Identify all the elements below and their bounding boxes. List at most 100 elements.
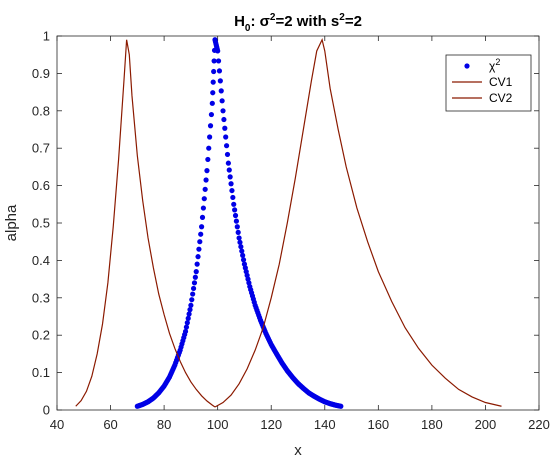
data-point: [182, 328, 189, 335]
data-point-fill: [230, 194, 236, 201]
legend-label: χ2: [489, 57, 500, 73]
data-point: [188, 302, 194, 308]
data-point-fill: [217, 78, 223, 84]
data-point-fill: [228, 181, 234, 187]
y-tick-label: 1: [43, 29, 50, 44]
data-point-fill: [207, 123, 214, 129]
data-point-fill: [222, 125, 228, 131]
x-axis-label: x: [294, 442, 302, 459]
data-point: [236, 235, 242, 241]
data-point-fill: [205, 156, 211, 163]
x-tick-label: 220: [528, 417, 550, 432]
y-tick-label: 0.9: [32, 66, 50, 81]
data-point-fill: [196, 246, 202, 252]
data-point-fill: [185, 315, 191, 321]
data-point: [225, 160, 231, 166]
data-point-fill: [190, 285, 197, 292]
y-tick-label: 0.4: [32, 253, 50, 268]
data-point-fill: [235, 229, 241, 235]
data-point: [199, 224, 205, 230]
data-point-fill: [206, 145, 212, 151]
data-point-fill: [234, 224, 240, 230]
data-point-fill: [215, 58, 222, 64]
data-point-fill: [240, 257, 247, 263]
legend: χ2 CV1 CV2: [445, 54, 532, 112]
legend-label: CV2: [489, 91, 513, 105]
y-tick-label: 0.2: [32, 328, 50, 343]
data-point-fill: [211, 68, 217, 75]
data-point-fill: [201, 196, 207, 202]
data-point-fill: [238, 244, 244, 250]
data-point-fill: [190, 291, 196, 297]
data-point-fill: [202, 186, 208, 192]
data-point-fill: [194, 261, 200, 267]
data-point-fill: [203, 177, 209, 183]
data-point: [193, 269, 199, 275]
series-line-cv1: [75, 39, 216, 408]
series-line-cv2: [214, 37, 502, 408]
legend-box: [445, 54, 532, 112]
data-point-fill: [195, 254, 201, 260]
data-point-fill: [199, 214, 206, 220]
x-tick-label: 180: [421, 417, 443, 432]
data-point: [231, 201, 237, 207]
data-point: [204, 168, 210, 174]
x-tick-label: 80: [157, 417, 171, 432]
data-point-fill: [187, 307, 193, 313]
data-point-fill: [240, 252, 246, 259]
data-point-fill: [226, 167, 232, 173]
data-point-fill: [208, 111, 215, 118]
x-tick-label: 60: [103, 417, 117, 432]
y-tick-label: 0.1: [32, 365, 50, 380]
data-point-fill: [223, 143, 230, 149]
legend-label: CV1: [489, 75, 513, 89]
y-tick-label: 0.7: [32, 141, 50, 156]
data-point-fill: [210, 79, 216, 85]
series-cv2: [214, 37, 502, 408]
data-point-fill: [227, 174, 233, 180]
data-point-fill: [191, 280, 198, 286]
y-tick-label: 0.5: [32, 216, 50, 231]
data-point-fill: [232, 207, 238, 213]
data-point-fill: [192, 274, 198, 280]
data-point-fill: [229, 187, 235, 194]
data-point-fill: [189, 297, 195, 303]
legend-entry-chi2: χ2: [464, 57, 500, 73]
data-point-fill: [237, 239, 243, 245]
chart-title: H0: σ2=2 with s2=2: [234, 12, 362, 34]
series-layer: [75, 37, 502, 409]
legend-entry-cv2: CV2: [452, 91, 513, 105]
data-point-fill: [200, 205, 206, 211]
data-point: [209, 100, 215, 106]
data-point-fill: [221, 116, 227, 123]
data-point-fill: [218, 88, 224, 94]
data-point-fill: [207, 134, 213, 140]
data-point-fill: [197, 239, 203, 245]
x-tick-label: 160: [367, 417, 389, 432]
data-point-fill: [198, 231, 204, 237]
x-tick-label: 200: [475, 417, 497, 432]
y-tick-label: 0.8: [32, 103, 50, 118]
x-tick-label: 100: [207, 417, 229, 432]
y-tick-label: 0.6: [32, 178, 50, 193]
data-point-fill: [239, 248, 245, 254]
x-tick-label: 140: [314, 417, 336, 432]
data-point-fill: [219, 98, 225, 104]
tick-labels: 40 60 80 100 120 140 160 180 200 220 0 0.1 0.2 0.3 0.4…: [32, 29, 550, 433]
data-point: [215, 48, 221, 54]
x-tick-label: 120: [260, 417, 282, 432]
data-point-fill: [183, 324, 190, 330]
data-point-fill: [210, 90, 216, 96]
legend-marker: [464, 63, 470, 69]
data-point-fill: [184, 320, 190, 326]
series-cv1: [75, 39, 216, 408]
y-tick-label: 0: [43, 403, 50, 418]
data-point-fill: [211, 58, 217, 64]
data-point-fill: [186, 311, 192, 317]
data-point: [338, 403, 344, 409]
legend-entry-cv1: CV1: [452, 75, 513, 89]
y-tick-label: 0.3: [32, 290, 50, 305]
data-point-fill: [224, 151, 231, 158]
data-point-fill: [233, 218, 240, 224]
